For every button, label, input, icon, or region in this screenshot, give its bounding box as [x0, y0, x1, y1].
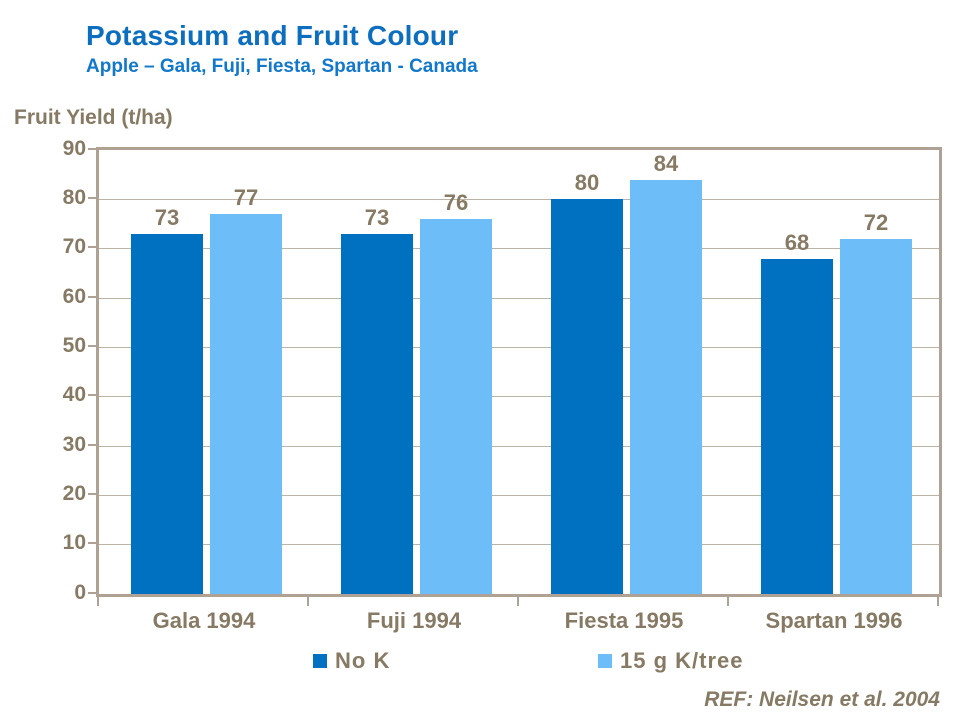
value-label: 76 [443, 190, 469, 216]
x-category-label: Spartan 1996 [765, 608, 903, 633]
legend-label: 15 g K/tree [620, 648, 744, 673]
chart-subtitle: Apple – Gala, Fuji, Fiesta, Spartan - Ca… [86, 56, 478, 77]
bar-no-k-0 [131, 233, 203, 594]
y-tick-mark [88, 147, 97, 150]
y-tick-mark [88, 542, 97, 545]
value-label: 68 [784, 229, 810, 255]
y-tick-mark [88, 591, 97, 594]
y-tick-label: 60 [62, 284, 86, 308]
y-axis-title: Fruit Yield (t/ha) [14, 106, 173, 129]
y-tick-mark [88, 344, 97, 347]
bar-15-g-k-tree-2 [630, 179, 702, 594]
gridline [99, 198, 939, 200]
y-tick-label: 90 [62, 136, 86, 160]
y-tick-label: 20 [62, 481, 86, 505]
y-tick-label: 0 [74, 580, 86, 604]
y-tick-mark [88, 443, 97, 446]
x-tick-mark [727, 597, 729, 606]
reference-citation: REF: Neilsen et al. 2004 [704, 688, 940, 711]
value-label: 73 [364, 204, 390, 230]
x-tick-mark [307, 597, 309, 606]
bar-no-k-3 [761, 258, 833, 594]
y-tick-mark [88, 246, 97, 249]
y-tick-mark [88, 492, 97, 495]
value-label: 80 [574, 170, 600, 196]
gridline [99, 494, 939, 496]
bar-15-g-k-tree-0 [210, 214, 282, 594]
x-tick-mark [97, 597, 99, 606]
y-tick-mark [88, 295, 97, 298]
bar-no-k-2 [551, 199, 623, 594]
bar-15-g-k-tree-1 [420, 219, 492, 594]
x-tick-mark [937, 597, 939, 606]
y-tick-label: 70 [62, 235, 86, 259]
x-tick-mark [517, 597, 519, 606]
value-label: 72 [863, 209, 889, 235]
gridline [99, 544, 939, 546]
y-tick-label: 30 [62, 432, 86, 456]
value-label: 73 [154, 204, 180, 230]
plot-area: 73 73 80 68 77 76 84 72 [96, 147, 942, 597]
gridline [99, 445, 939, 447]
y-tick-label: 50 [62, 333, 86, 357]
chart-title: Potassium and Fruit Colour [86, 20, 459, 51]
gridline [99, 346, 939, 348]
x-category-label: Fiesta 1995 [564, 608, 684, 633]
legend-swatch [598, 654, 612, 668]
value-label: 77 [233, 185, 259, 211]
bar-15-g-k-tree-3 [840, 238, 912, 594]
y-tick-mark [88, 394, 97, 397]
legend-label: No K [335, 648, 391, 673]
x-category-label: Fuji 1994 [366, 608, 462, 633]
legend-swatch [313, 654, 327, 668]
gridline [99, 248, 939, 250]
y-tick-label: 40 [62, 383, 86, 407]
value-label: 84 [653, 150, 679, 176]
legend-item-15-g-k-tree: 15 g K/tree [598, 648, 744, 674]
legend-item-no-k: No K [313, 648, 390, 674]
gridline [99, 297, 939, 299]
gridline [99, 396, 939, 398]
bar-no-k-1 [341, 233, 413, 594]
y-tick-mark [88, 196, 97, 199]
x-category-label: Gala 1994 [152, 608, 256, 633]
y-tick-label: 10 [62, 531, 86, 555]
y-tick-label: 80 [62, 185, 86, 209]
